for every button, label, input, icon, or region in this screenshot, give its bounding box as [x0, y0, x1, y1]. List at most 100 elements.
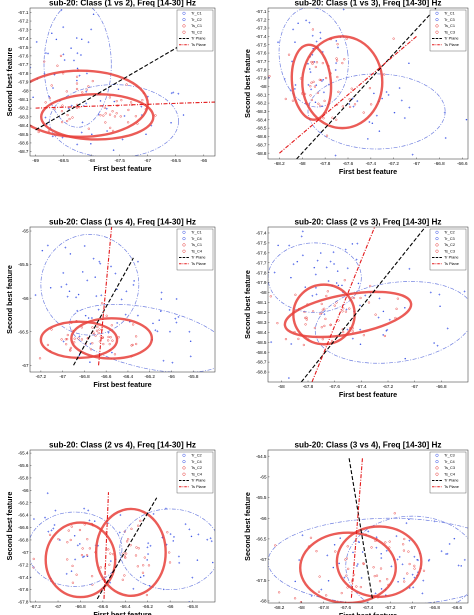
- data-point: [71, 581, 75, 584]
- y-tick-label: -67.6: [256, 250, 267, 255]
- legend-swatch: [435, 472, 439, 476]
- data-point: [64, 338, 67, 341]
- data-point: [274, 544, 277, 547]
- plot-area: [268, 8, 468, 159]
- data-point: [332, 566, 335, 569]
- data-point: [69, 349, 72, 352]
- data-point: [48, 533, 52, 536]
- data-point: [117, 336, 120, 339]
- data-point: [368, 120, 371, 123]
- data-point: [91, 79, 94, 83]
- data-point: [336, 75, 339, 79]
- data-point: [343, 279, 346, 282]
- test-ellipse-2: [301, 35, 384, 130]
- data-point: [446, 552, 449, 555]
- y-tick-label: -68.8: [256, 370, 267, 375]
- data-point: [83, 244, 86, 247]
- data-point: [132, 283, 135, 286]
- data-point: [350, 87, 353, 90]
- data-point: [453, 537, 456, 540]
- data-point: [301, 230, 304, 233]
- legend-swatch: [182, 237, 186, 241]
- x-tick-label: -67: [413, 161, 420, 166]
- data-point: [298, 559, 300, 561]
- data-point: [309, 85, 312, 88]
- x-tick-label: -66: [167, 604, 174, 609]
- data-point: [125, 290, 128, 293]
- train-ellipse-1: [40, 234, 140, 336]
- data-point: [169, 533, 172, 536]
- data-point: [76, 309, 79, 312]
- data-point: [47, 530, 50, 533]
- data-point: [85, 72, 88, 75]
- data-point: [62, 53, 65, 56]
- data-point: [439, 305, 441, 307]
- legend-entry: Ts_C1: [191, 242, 202, 247]
- data-point: [471, 541, 473, 543]
- data-point: [301, 254, 304, 257]
- data-point: [188, 528, 191, 531]
- legend-swatch: [435, 249, 439, 253]
- data-point: [76, 67, 79, 70]
- data-point: [137, 524, 140, 527]
- x-tick-label: -67.2: [36, 374, 47, 379]
- data-point: [317, 590, 321, 593]
- data-point: [335, 118, 338, 121]
- data-point: [346, 545, 349, 548]
- legend-entry: Ts_C4: [191, 471, 203, 476]
- legend-box: [176, 451, 214, 494]
- data-point: [145, 593, 149, 597]
- data-point: [111, 351, 113, 354]
- data-point: [318, 575, 321, 578]
- data-point: [315, 84, 318, 86]
- subplot-4: sub-20: Class (2 vs 3), Freq [14-30] Hz -…: [243, 218, 469, 399]
- y-tick-label: -68.7: [256, 360, 267, 365]
- data-point: [104, 112, 107, 115]
- legend-entry: Tr Plane: [444, 36, 459, 41]
- data-point: [343, 58, 346, 61]
- data-point: [381, 97, 383, 100]
- data-point: [115, 99, 118, 103]
- data-point: [108, 113, 112, 116]
- data-point: [113, 100, 116, 103]
- data-point: [361, 551, 364, 553]
- data-point: [370, 546, 373, 549]
- data-point: [173, 536, 175, 538]
- legend-swatch: [182, 18, 186, 22]
- legend-entry: Tr_C1: [191, 230, 202, 235]
- data-point: [313, 85, 317, 88]
- data-point: [95, 329, 99, 332]
- data-point: [109, 552, 112, 555]
- legend-swatch: [435, 30, 439, 34]
- train-ellipse-2: [314, 281, 468, 364]
- y-tick-label: -68.6: [256, 134, 267, 139]
- y-axis-label: Second best feature: [5, 48, 14, 117]
- data-point: [70, 104, 73, 107]
- data-point: [440, 550, 443, 553]
- data-point: [293, 597, 297, 600]
- plot-area: [30, 492, 215, 602]
- x-tick-label: -68.5: [58, 158, 69, 163]
- data-point: [336, 270, 339, 272]
- data-point: [351, 337, 354, 340]
- data-point: [395, 307, 398, 310]
- data-point: [132, 587, 135, 590]
- data-point: [126, 121, 130, 124]
- data-point: [327, 280, 330, 283]
- legend-entry: Tr_C3: [444, 453, 455, 458]
- data-point: [69, 346, 73, 350]
- data-point: [70, 525, 73, 528]
- y-tick-label: -67.6: [256, 51, 267, 56]
- y-axis-label: Second best feature: [5, 492, 14, 561]
- train-ellipse-1: [268, 242, 362, 313]
- test-ellipse-1: [44, 521, 117, 599]
- y-tick-label: -64.5: [256, 454, 267, 459]
- test-ellipse-1: [299, 531, 397, 603]
- chart-title: sub-20: Class (1 vs 2), Freq [14-30] Hz: [49, 0, 196, 8]
- data-point: [102, 114, 105, 117]
- tr-plane-line: [296, 8, 437, 159]
- legend-swatch: [182, 230, 186, 234]
- data-point: [131, 343, 134, 347]
- data-point: [100, 294, 103, 297]
- y-tick-label: -67.2: [256, 17, 267, 22]
